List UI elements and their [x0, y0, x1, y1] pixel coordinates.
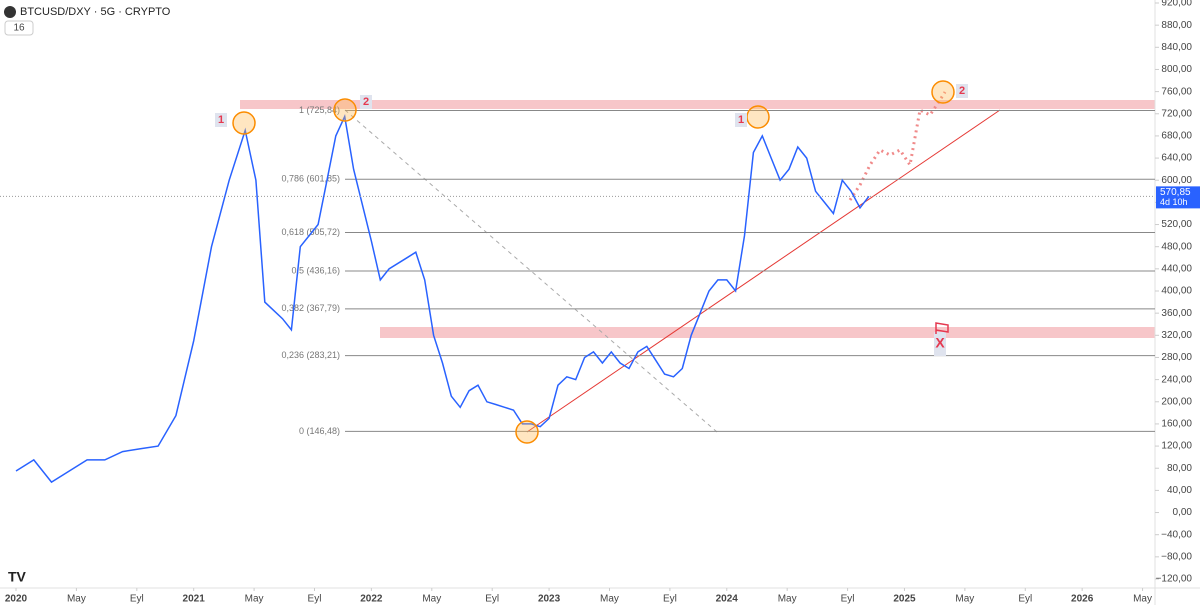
pivot-circle: [515, 420, 539, 444]
y-tick-label: 240,00: [1161, 374, 1192, 385]
x-tick-label: May: [245, 594, 264, 605]
logo: TV: [8, 569, 27, 585]
x-tick-label: Eyl: [308, 594, 322, 605]
symbol-icon: [4, 6, 16, 18]
fib-label: 0,382 (367,79): [281, 303, 340, 313]
x-tick-label: 2023: [538, 594, 561, 605]
fib-trend-line: [344, 109, 718, 433]
countdown: 4d 10h: [1160, 197, 1188, 207]
fib-label: 0,5 (436,16): [291, 265, 340, 275]
annotation-box: [735, 113, 747, 127]
annotation: 1: [218, 114, 224, 126]
badge[interactable]: 16: [13, 23, 25, 34]
y-tick-label: −120,00: [1156, 574, 1193, 585]
y-tick-label: 80,00: [1167, 463, 1192, 474]
annotation: X: [935, 335, 945, 351]
x-tick-label: 2025: [893, 594, 916, 605]
y-tick-label: 200,00: [1161, 396, 1192, 407]
y-tick-label: 160,00: [1161, 419, 1192, 430]
y-tick-label: 120,00: [1161, 441, 1192, 452]
y-tick-label: 280,00: [1161, 352, 1192, 363]
y-tick-label: 360,00: [1161, 308, 1192, 319]
x-tick-label: 2024: [716, 594, 739, 605]
last-price-box: [1156, 186, 1200, 209]
annotation-box: [956, 84, 968, 98]
y-tick-label: 440,00: [1161, 263, 1192, 274]
x-tick-label: May: [955, 594, 974, 605]
badge-box[interactable]: [4, 20, 34, 36]
x-tick-label: 2021: [183, 594, 206, 605]
y-tick-label: 0,00: [1173, 507, 1193, 518]
fib-label: 0,618 (505,72): [281, 227, 340, 237]
y-tick-label: 880,00: [1161, 20, 1192, 31]
pivot-circle: [333, 98, 357, 122]
x-tick-label: May: [422, 594, 441, 605]
fib-label: 0 (146,48): [299, 426, 340, 436]
price-line: [15, 113, 870, 484]
x-tick-label: May: [778, 594, 797, 605]
x-tick-label: May: [67, 594, 86, 605]
y-tick-label: 800,00: [1161, 64, 1192, 75]
flag: [935, 322, 949, 334]
annotation-box: [934, 332, 946, 356]
fib-label: 1 (725,84): [299, 105, 340, 115]
pivot-circle: [931, 80, 955, 104]
y-tick-label: 840,00: [1161, 42, 1192, 53]
x-tick-label: 2026: [1071, 594, 1094, 605]
annotation: 2: [959, 85, 965, 97]
y-tick-label: 520,00: [1161, 219, 1192, 230]
annotation-box: [360, 95, 372, 109]
pivot-circle: [746, 105, 770, 129]
y-tick-label: 600,00: [1161, 175, 1192, 186]
fib-label: 0,236 (283,21): [281, 350, 340, 360]
resistance-zone: [240, 100, 1155, 109]
x-tick-label: Eyl: [485, 594, 499, 605]
fib-label: 0,786 (601,85): [281, 174, 340, 184]
annotation: 2: [363, 96, 369, 108]
y-tick-label: 40,00: [1167, 485, 1192, 496]
y-tick-label: −80,00: [1161, 551, 1192, 562]
x-tick-label: May: [1133, 594, 1152, 605]
y-tick-label: 920,00: [1161, 0, 1192, 9]
x-tick-label: May: [600, 594, 619, 605]
y-tick-label: 480,00: [1161, 241, 1192, 252]
y-tick-label: 400,00: [1161, 286, 1192, 297]
x-tick-label: 2020: [5, 594, 28, 605]
x-tick-label: Eyl: [841, 594, 855, 605]
x-tick-label: Eyl: [130, 594, 144, 605]
annotation: 1: [738, 114, 744, 126]
y-tick-label: 320,00: [1161, 330, 1192, 341]
x-tick-label: Eyl: [663, 594, 677, 605]
annotation-box: [215, 113, 227, 127]
pivot-circle: [232, 111, 256, 135]
x-tick-label: Eyl: [1018, 594, 1032, 605]
x-tick-label: 2022: [360, 594, 383, 605]
y-tick-label: −40,00: [1161, 529, 1192, 540]
symbol-title[interactable]: BTCUSD/DXY · 5G · CRYPTO: [20, 6, 171, 18]
y-tick-label: 720,00: [1161, 108, 1192, 119]
y-tick-label: 640,00: [1161, 153, 1192, 164]
y-tick-label: 680,00: [1161, 131, 1192, 142]
last-price-label: 570,85: [1160, 187, 1191, 198]
support-zone: [380, 327, 1155, 338]
y-tick-label: 760,00: [1161, 86, 1192, 97]
